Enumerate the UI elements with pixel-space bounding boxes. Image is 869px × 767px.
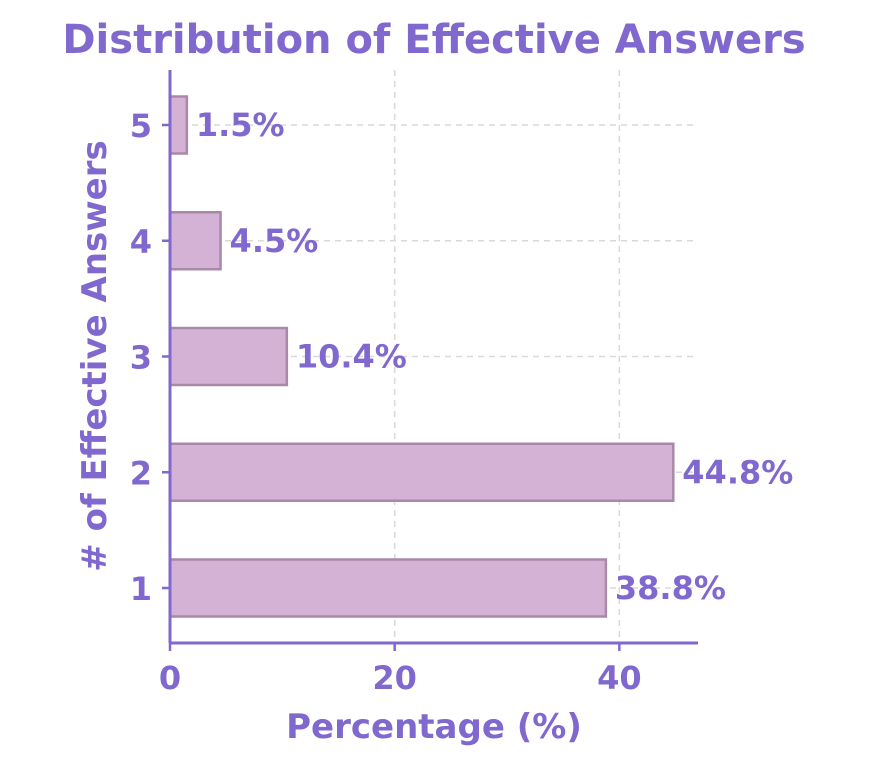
bar-1: [168, 558, 608, 618]
y-tick-label: 2: [130, 454, 152, 492]
bar-4: [168, 211, 222, 271]
data-label-1: 38.8%: [615, 569, 726, 607]
data-label-2: 44.8%: [682, 453, 793, 491]
chart-title: Distribution of Effective Answers: [62, 17, 805, 63]
y-tick-label: 4: [130, 223, 152, 261]
x-tick-label: 20: [372, 659, 417, 697]
axes-group: 0 20 40 1 2 3 4 5: [130, 70, 698, 697]
x-tick-label: 0: [159, 659, 181, 697]
data-labels-group: 38.8% 44.8% 10.4% 4.5% 1.5%: [196, 106, 793, 607]
x-tick-label: 40: [597, 659, 642, 697]
bar-2: [168, 442, 675, 502]
y-axis-label: # of Effective Answers: [75, 140, 115, 572]
data-label-4: 4.5%: [230, 222, 319, 260]
bar-3: [168, 326, 289, 387]
y-tick-label: 5: [130, 107, 152, 145]
x-axis-label: Percentage (%): [286, 707, 582, 747]
y-tick-label: 1: [130, 570, 152, 608]
bars-group: [168, 95, 675, 618]
data-label-5: 1.5%: [196, 106, 285, 144]
y-tick-label: 3: [130, 339, 152, 377]
bar-5: [168, 95, 189, 155]
data-label-3: 10.4%: [296, 338, 407, 376]
